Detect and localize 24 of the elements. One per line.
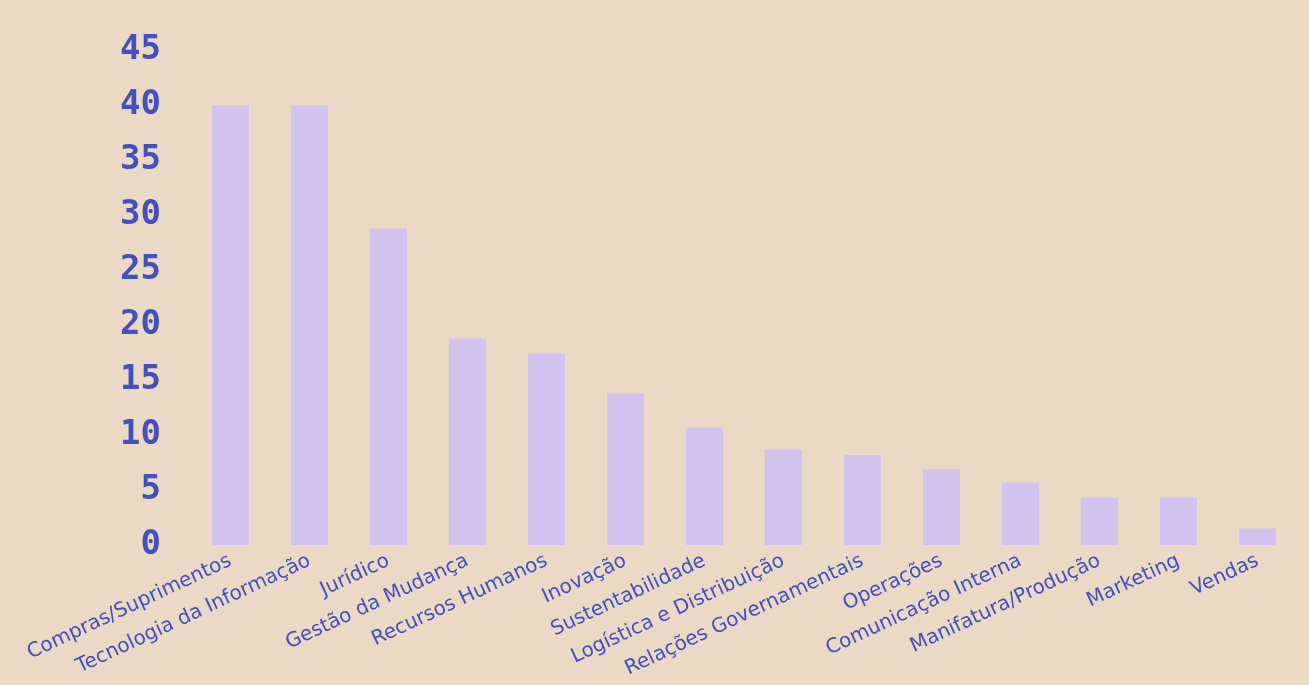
bar xyxy=(290,105,329,546)
y-tick-label: 25 xyxy=(119,247,161,288)
bar xyxy=(527,353,566,546)
bar xyxy=(448,338,487,546)
bar xyxy=(369,228,408,546)
y-tick-label: 30 xyxy=(119,192,161,233)
bar xyxy=(922,469,961,546)
y-tick-label: 10 xyxy=(119,411,161,452)
bar xyxy=(606,393,645,546)
y-tick-label: 45 xyxy=(119,27,161,68)
y-tick-label: 35 xyxy=(119,137,161,178)
bar xyxy=(1001,482,1040,546)
bar xyxy=(685,427,724,546)
bar xyxy=(1238,528,1277,546)
y-tick-label: 0 xyxy=(140,521,161,562)
bar xyxy=(1159,497,1198,546)
bar xyxy=(843,454,882,546)
y-tick-label: 20 xyxy=(119,302,161,343)
y-tick-label: 40 xyxy=(119,82,161,123)
bar xyxy=(1080,497,1119,546)
y-tick-label: 15 xyxy=(119,357,161,398)
bar xyxy=(211,105,250,546)
y-tick-label: 5 xyxy=(140,466,161,507)
bar xyxy=(764,449,803,546)
